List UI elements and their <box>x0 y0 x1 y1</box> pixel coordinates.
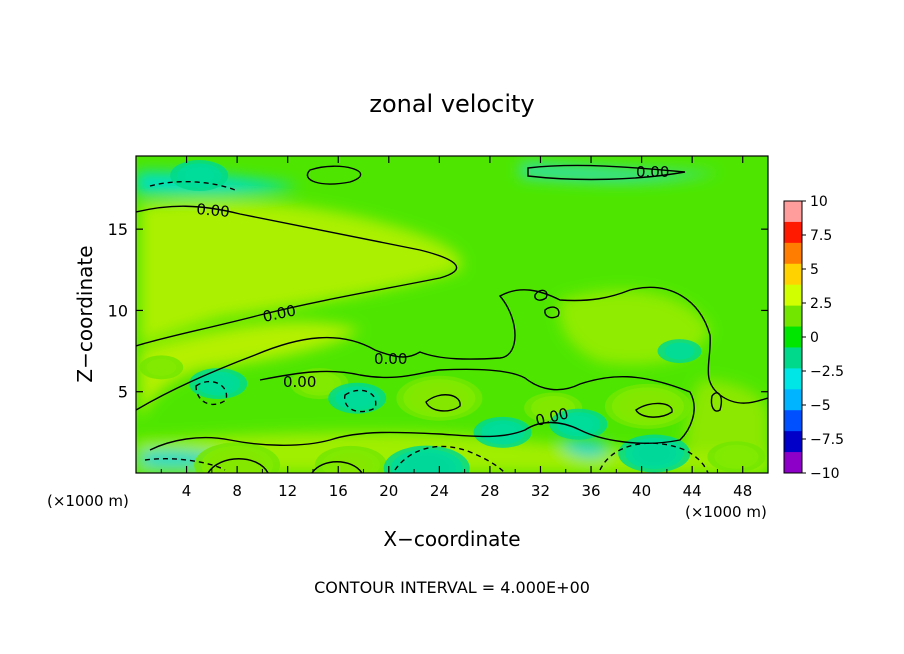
contour-small-loop-2 <box>544 306 560 319</box>
colorbar-swatch <box>784 431 802 453</box>
colorbar-swatch <box>784 326 802 348</box>
x-tick-label: 16 <box>329 482 348 500</box>
contour-small-loop-3 <box>710 392 722 412</box>
negative-core <box>383 445 470 473</box>
x-tick-label: 8 <box>232 482 242 500</box>
field-patch <box>657 339 702 364</box>
colorbar-swatch <box>784 284 802 307</box>
contour-zero-top <box>306 165 362 185</box>
negative-core <box>657 339 702 364</box>
x-unit-right: (×1000 m) <box>685 503 767 521</box>
field-patch <box>396 375 483 421</box>
contour-label: 0.00 <box>374 350 407 368</box>
negative-core <box>549 408 608 440</box>
contour-dash-right <box>599 442 709 473</box>
colorbar-swatch <box>784 221 802 244</box>
contour-lines <box>136 164 768 473</box>
x-axis-title: X−coordinate <box>383 527 520 551</box>
y-tick-label: 5 <box>118 383 128 402</box>
field-bottom-right-cyan <box>560 439 608 458</box>
positive-jet <box>707 441 766 473</box>
chart-title: zonal velocity <box>369 90 534 118</box>
field-patch <box>707 441 766 473</box>
colorbar-swatch <box>784 305 802 328</box>
x-tick-label: 40 <box>632 482 651 500</box>
contour-label: 0.00 <box>636 163 669 181</box>
field-patch <box>170 160 229 192</box>
contour-dash-top-left <box>149 180 236 191</box>
colorbar-swatch <box>784 347 802 369</box>
colorbar-swatch <box>784 242 802 265</box>
colorbar-tick-label: −10 <box>810 466 840 482</box>
contour-labels: 0.00 0.00 0.00 0.00 0.00 0.00 <box>196 163 670 430</box>
x-tick-label: 24 <box>430 482 449 500</box>
x-tick-label: 4 <box>182 482 192 500</box>
field-left-band <box>140 321 360 420</box>
contour-jet-right <box>635 402 673 418</box>
contour-jet-center <box>425 394 461 412</box>
colorbar-tick-label: 2.5 <box>810 296 832 312</box>
colorbar-tick-label: −2.5 <box>810 364 844 380</box>
field-patch <box>383 445 470 473</box>
colorbar-tick-label: 0 <box>810 330 819 346</box>
colorbar-tick-label: −7.5 <box>810 432 844 448</box>
field-patch <box>549 408 608 440</box>
x-axis-ticks: 4 8 12 16 20 24 28 32 36 40 44 48 <box>160 156 752 500</box>
field-top-right-strip <box>520 162 720 183</box>
y-tick-label: 10 <box>108 301 128 320</box>
field-patch <box>194 442 281 473</box>
y-tick-label: 15 <box>108 220 128 239</box>
negative-core <box>170 160 229 192</box>
x-tick-label: 48 <box>733 482 752 500</box>
field-upper-band <box>140 200 462 345</box>
contour-dash-mid <box>344 389 377 413</box>
x-tick-label: 36 <box>581 482 600 500</box>
field-patch <box>473 416 532 448</box>
colorbar-swatch <box>784 263 802 286</box>
field-patch <box>139 355 184 380</box>
contour-label: 0.00 <box>283 373 316 391</box>
x-tick-label: 44 <box>683 482 702 500</box>
colorbar-swatch <box>784 452 802 474</box>
contour-dash-left <box>195 381 228 405</box>
colorbar-tick-label: 10 <box>810 194 828 210</box>
y-axis-title: Z−coordinate <box>73 245 97 382</box>
contour-jet-bottom <box>207 458 269 473</box>
plot-frame <box>135 155 769 474</box>
negative-core <box>328 382 387 414</box>
colorbar: 10 7.5 5 2.5 0 −2.5 −5 −7.5 −10 <box>783 194 844 482</box>
colorbar-tick-label: 7.5 <box>810 228 832 244</box>
x-tick-label: 20 <box>379 482 398 500</box>
contour-zero-upper <box>136 205 458 347</box>
contour-label: 0.00 <box>196 200 231 221</box>
x-tick-label: 32 <box>531 482 550 500</box>
colorbar-swatch <box>784 201 802 223</box>
x-unit-left: (×1000 m) <box>47 492 129 510</box>
colorbar-swatch <box>784 389 802 411</box>
contour-dash-center <box>394 445 506 473</box>
contour-dash-bottom-left <box>144 458 226 471</box>
colorbar-tick-label: 5 <box>810 262 819 278</box>
contour-zero-mid <box>149 368 695 451</box>
contour-interval-note: CONTOUR INTERVAL = 4.000E+00 <box>314 578 590 597</box>
field-patch <box>314 445 387 473</box>
negative-core <box>473 416 532 448</box>
field-patch <box>328 382 387 414</box>
x-tick-label: 12 <box>278 482 297 500</box>
contour-zero-lower <box>136 286 768 411</box>
contour-zero-top-right <box>527 164 686 181</box>
positive-jet <box>139 355 184 380</box>
y-axis-ticks: 5 10 15 <box>108 220 768 402</box>
positive-jet <box>396 375 483 421</box>
x-tick-label: 28 <box>480 482 499 500</box>
positive-jet <box>604 383 691 429</box>
positive-jet <box>194 442 281 473</box>
colorbar-swatch <box>784 410 802 432</box>
colorbar-tick-label: −5 <box>810 398 831 414</box>
field-patch <box>604 383 691 429</box>
contour-jet-bottom-2 <box>311 461 363 473</box>
colorbar-swatch <box>784 368 802 390</box>
contour-small-loop-1 <box>534 289 548 301</box>
